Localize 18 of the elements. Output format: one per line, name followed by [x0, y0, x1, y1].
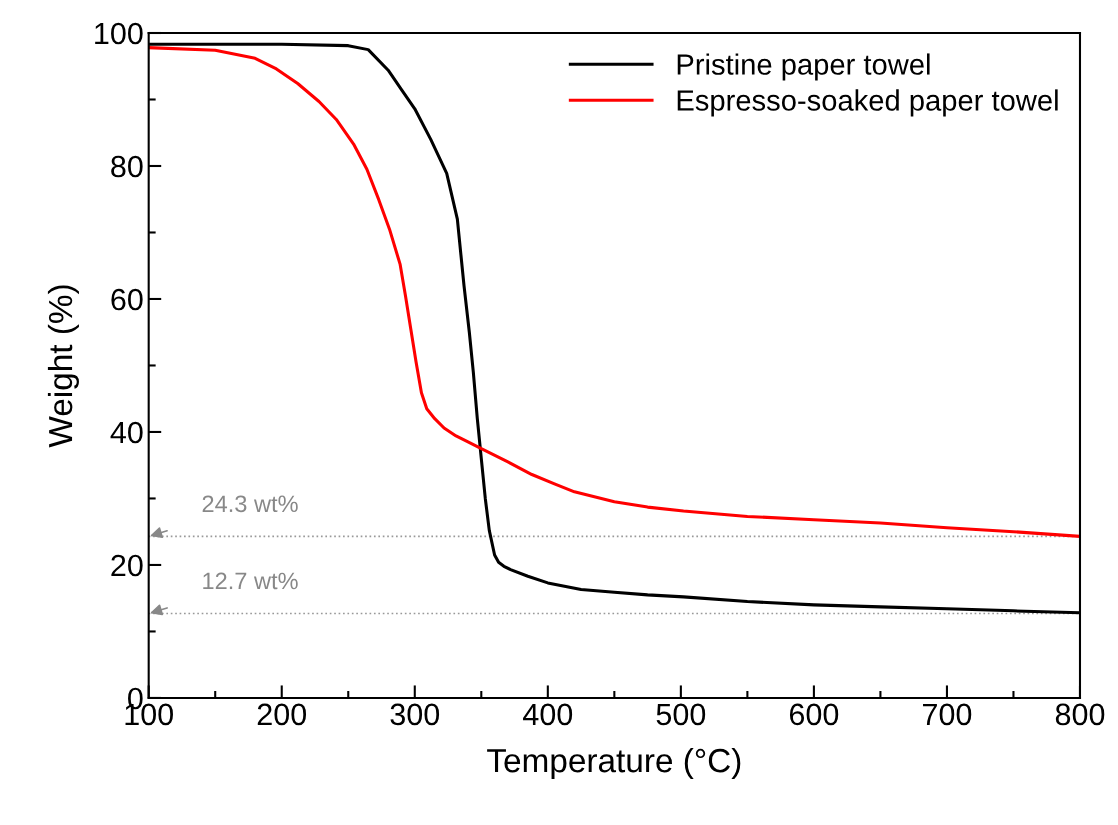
y-tick-label: 20	[111, 554, 143, 577]
legend-label: Pristine paper towel	[677, 53, 930, 81]
y-tick-label: 40	[110, 421, 143, 444]
y-tick-label: 60	[111, 288, 143, 311]
x-axis-title: Temperature (°C)	[487, 747, 741, 780]
y-tick-label: 100	[95, 22, 143, 45]
y-axis-title: Weight (%)	[47, 285, 79, 448]
x-tick-label: 500	[656, 703, 706, 726]
x-tick-label: 800	[1055, 703, 1105, 726]
x-tick-label: 300	[390, 703, 440, 726]
annotation: 12.7 wt%	[203, 572, 298, 590]
x-tick-label: 600	[789, 703, 839, 726]
legend-label: Espresso-soaked paper towel	[677, 89, 1058, 117]
y-tick-label: 80	[111, 155, 143, 178]
x-tick-label: 700	[923, 703, 972, 726]
annotation: 24.3 wt%	[202, 495, 298, 513]
x-tick-label: 200	[257, 703, 307, 726]
x-tick-label: 400	[523, 703, 573, 726]
